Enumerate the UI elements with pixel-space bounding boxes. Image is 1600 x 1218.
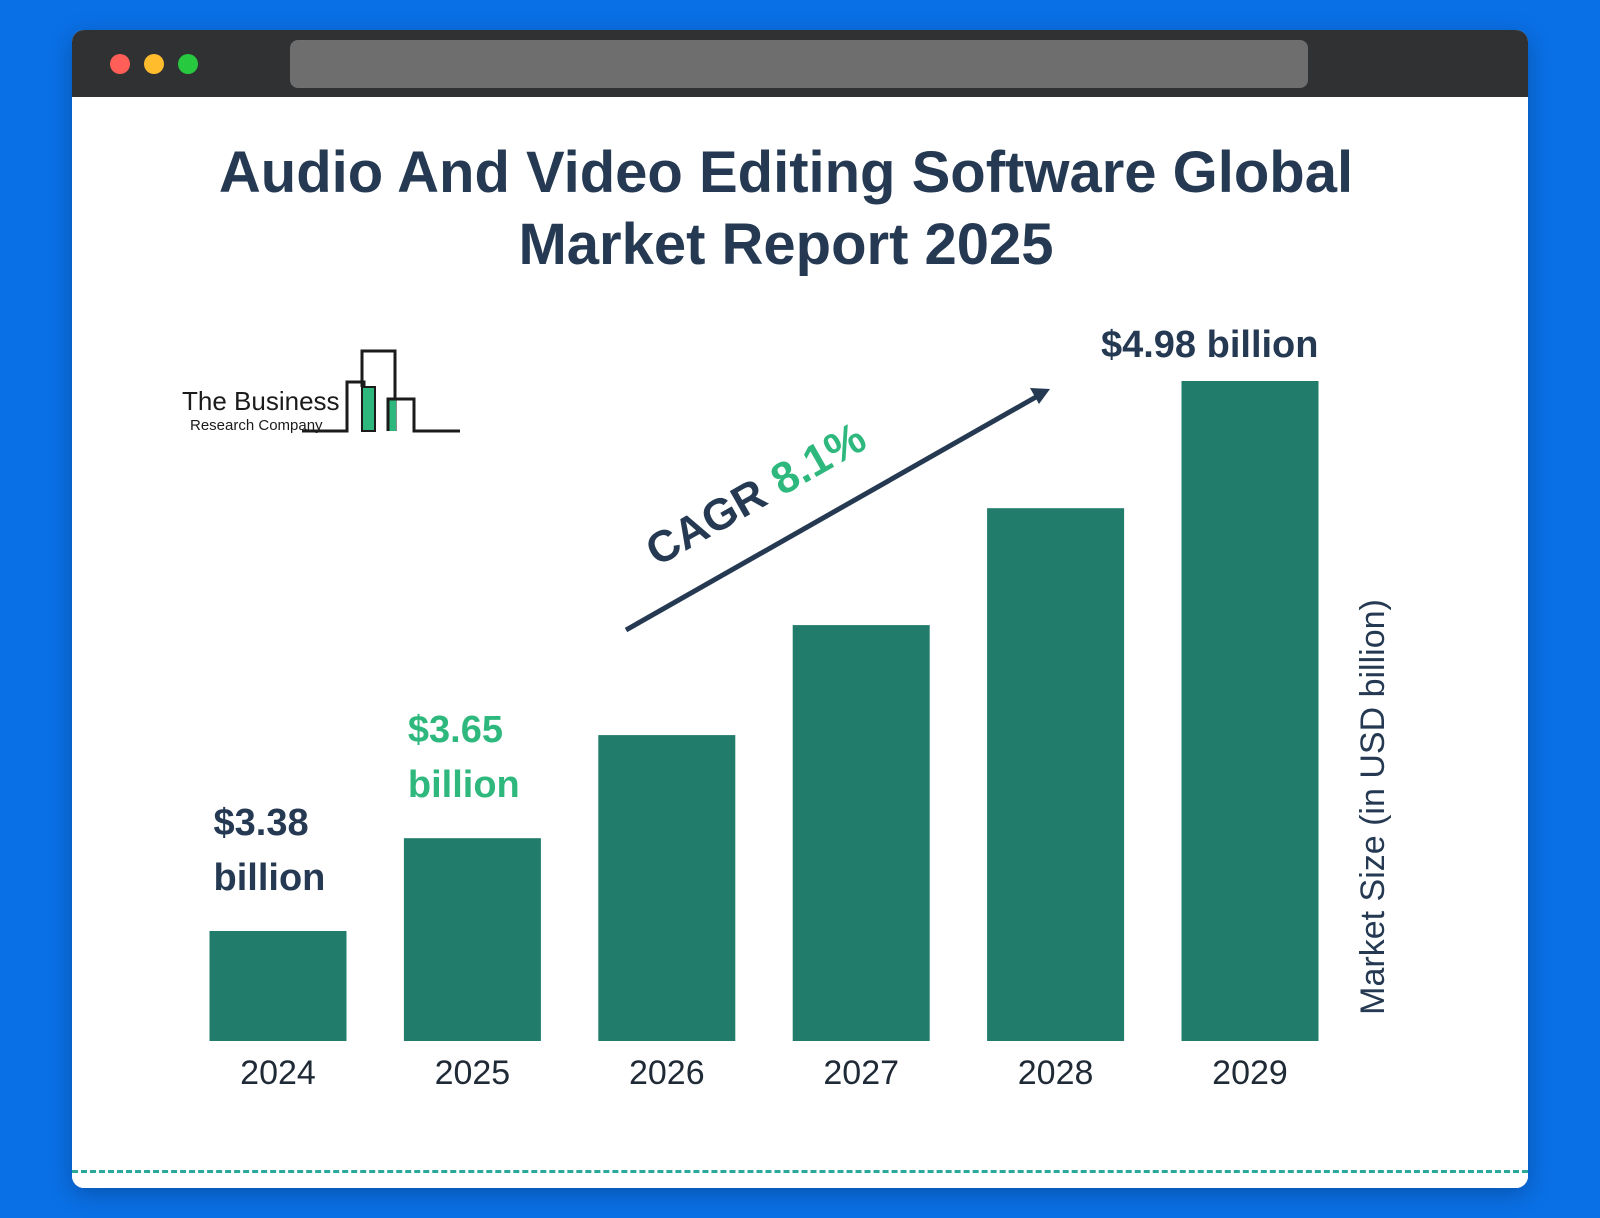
cagr-annotation: CAGR8.1%	[624, 388, 1050, 633]
data-label-2029: $4.98 billion	[1101, 324, 1319, 366]
data-label-2025: $3.65	[408, 709, 503, 751]
bar-2024	[209, 931, 347, 1041]
bar-2028	[987, 508, 1125, 1041]
chart-title-line-2: Market Report 2025	[518, 212, 1053, 277]
logo-building-icon	[302, 349, 460, 433]
cagr-arrow-line	[624, 394, 1038, 633]
address-bar[interactable]	[290, 40, 1308, 88]
bar-2026	[598, 735, 736, 1041]
x-tick-label: 2025	[435, 1054, 511, 1092]
data-labels: $3.38 billion $3.65 billion $4.98 billion	[214, 324, 1319, 899]
window-titlebar	[72, 30, 1528, 97]
bar-chart: Audio And Video Editing Software Global …	[182, 140, 1392, 1092]
close-window-button[interactable]	[110, 54, 130, 74]
x-tick-label: 2028	[1018, 1054, 1094, 1092]
x-axis-tick-labels: 2024 2025 2026 2027 2028 2029	[240, 1054, 1288, 1092]
dashed-divider	[72, 1170, 1528, 1173]
cagr-arrow-head-icon	[1030, 388, 1050, 404]
chart-title-line-1: Audio And Video Editing Software Global	[219, 140, 1353, 205]
x-tick-label: 2024	[240, 1054, 316, 1092]
x-tick-label: 2026	[629, 1054, 705, 1092]
browser-window: Audio And Video Editing Software Global …	[72, 30, 1528, 1188]
company-logo: The Business Research Company	[182, 349, 460, 434]
y-axis-label: Market Size (in USD billion)	[1354, 599, 1392, 1015]
x-tick-label: 2029	[1212, 1054, 1288, 1092]
bar-series	[209, 381, 1319, 1041]
chart-content: Audio And Video Editing Software Global …	[72, 97, 1528, 1188]
bar-2029	[1181, 381, 1319, 1041]
bar-2027	[792, 625, 930, 1041]
cagr-label: CAGR8.1%	[638, 413, 874, 576]
data-label-2024: $3.38	[214, 802, 309, 844]
maximize-window-button[interactable]	[178, 54, 198, 74]
data-label-unit-2024: billion	[214, 857, 326, 899]
data-label-unit-2025: billion	[408, 764, 520, 806]
bar-2025	[403, 838, 541, 1041]
cagr-value: 8.1%	[763, 413, 874, 505]
x-tick-label: 2027	[823, 1054, 899, 1092]
logo-text-line-1: The Business	[182, 386, 340, 416]
minimize-window-button[interactable]	[144, 54, 164, 74]
logo-text-line-2: Research Company	[190, 417, 323, 434]
